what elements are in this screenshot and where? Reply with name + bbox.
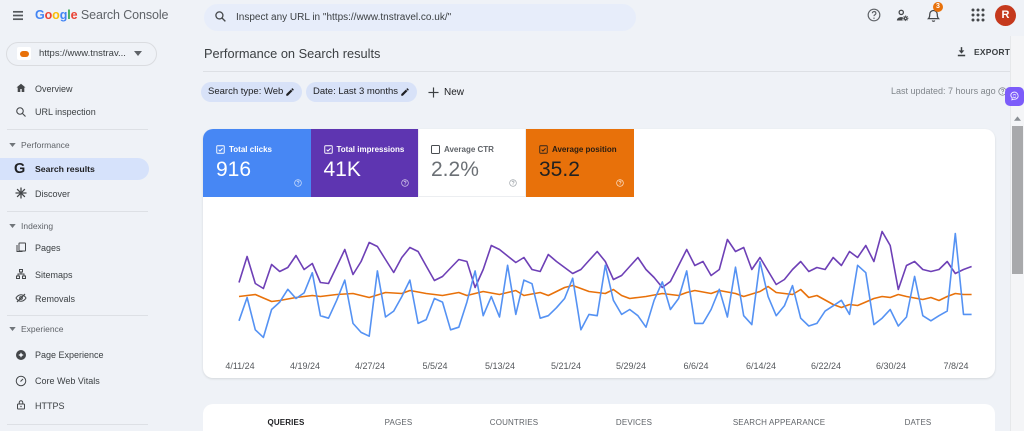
svg-text:4/27/24: 4/27/24 xyxy=(355,361,385,371)
svg-text:5/5/24: 5/5/24 xyxy=(422,361,447,371)
svg-text:7/8/24: 7/8/24 xyxy=(943,361,968,371)
svg-text:5/13/24: 5/13/24 xyxy=(485,361,515,371)
svg-text:6/6/24: 6/6/24 xyxy=(683,361,708,371)
svg-text:5/21/24: 5/21/24 xyxy=(551,361,581,371)
svg-text:5/29/24: 5/29/24 xyxy=(616,361,646,371)
svg-text:6/22/24: 6/22/24 xyxy=(811,361,841,371)
svg-text:6/30/24: 6/30/24 xyxy=(876,361,906,371)
svg-text:4/19/24: 4/19/24 xyxy=(290,361,320,371)
svg-text:4/11/24: 4/11/24 xyxy=(225,361,254,371)
svg-text:6/14/24: 6/14/24 xyxy=(746,361,776,371)
